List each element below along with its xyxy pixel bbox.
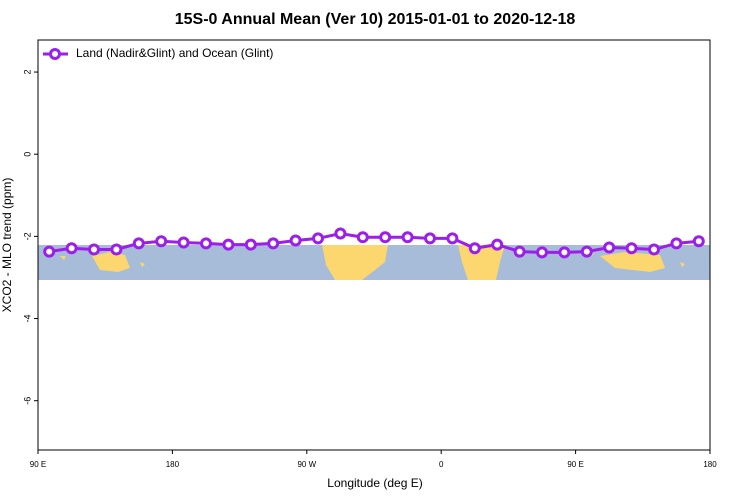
y-tick-label: 2 [22, 70, 32, 75]
point [424, 232, 436, 245]
point [244, 238, 257, 251]
y-tick-label: -6 [22, 397, 32, 405]
x-tick-label: 180 [166, 460, 180, 469]
point [558, 246, 571, 259]
point [536, 246, 548, 259]
point [379, 231, 392, 244]
x-tick-label: 90 W [297, 460, 316, 469]
x-tick-label: 90 E [30, 460, 46, 469]
chart-title: 15S-0 Annual Mean (Ver 10) 2015-01-01 to… [175, 11, 576, 28]
point [625, 242, 638, 255]
point [222, 238, 235, 251]
y-axis-label: XCO2 - MLO trend (ppm) [0, 178, 14, 313]
point [312, 232, 324, 245]
x-tick-label: 0 [439, 460, 444, 469]
point [289, 234, 302, 247]
point [670, 237, 683, 250]
point [580, 245, 593, 258]
point [692, 235, 705, 248]
point [43, 245, 56, 258]
point [88, 243, 100, 256]
point [65, 242, 78, 255]
point [401, 231, 414, 244]
plot-frame [37, 39, 711, 451]
x-tick-label: 180 [703, 460, 717, 469]
point [491, 238, 504, 251]
point [648, 243, 660, 256]
point [155, 235, 168, 248]
y-tick-label: -2 [22, 232, 32, 240]
point [334, 227, 347, 240]
point [110, 243, 123, 256]
point [446, 232, 459, 245]
x-axis-label: Longitude (deg E) [327, 476, 422, 490]
point [132, 237, 145, 250]
point [177, 236, 190, 249]
point [468, 242, 481, 255]
point [603, 241, 616, 254]
point [267, 237, 280, 250]
point [513, 245, 526, 258]
point [200, 237, 212, 250]
y-tick-label: -4 [22, 315, 32, 323]
point [356, 231, 369, 244]
legend-label: Land (Nadir&Glint) and Ocean (Glint) [76, 46, 273, 60]
x-tick-label: 90 E [567, 460, 583, 469]
y-tick-label: 0 [22, 152, 32, 157]
legend-marker [49, 48, 61, 60]
